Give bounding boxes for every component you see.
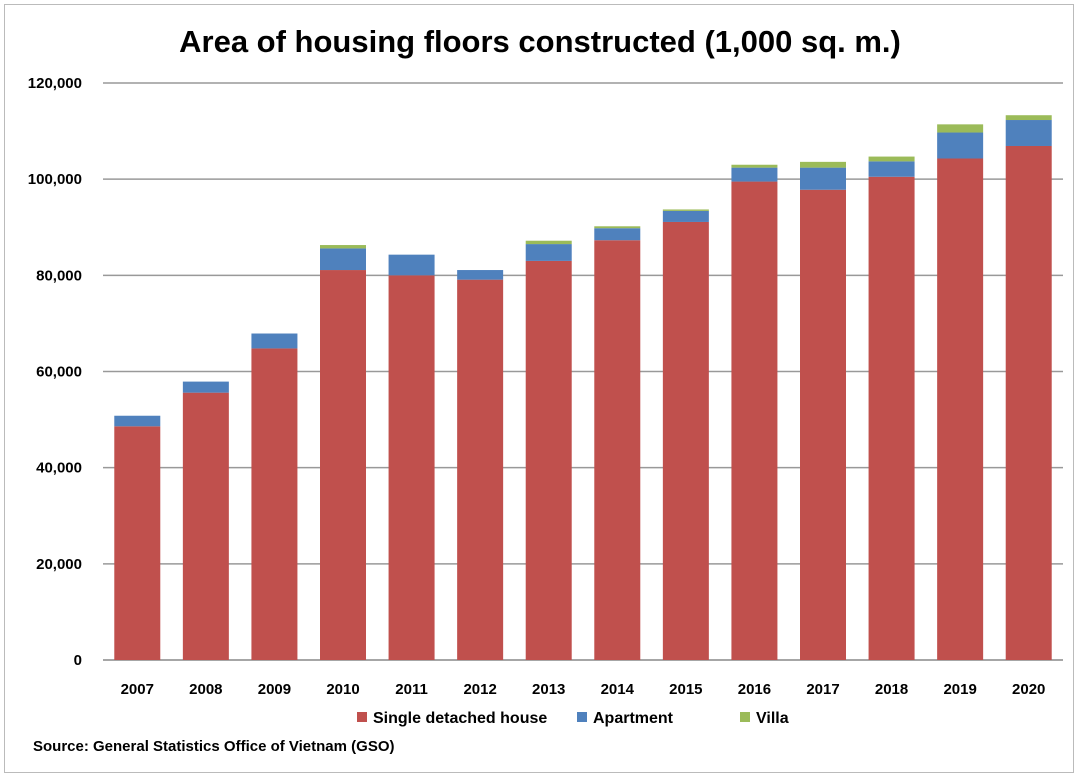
bar-single-detached-house	[731, 181, 778, 660]
bar-apartment	[114, 415, 161, 427]
bar-villa	[594, 226, 641, 229]
y-tick-label: 20,000	[36, 556, 82, 573]
x-tick-label: 2014	[601, 681, 635, 698]
bar-apartment	[1005, 120, 1052, 146]
x-tick-label: 2012	[463, 681, 496, 698]
x-tick-label: 2019	[943, 681, 976, 698]
bar-apartment	[594, 228, 641, 241]
bar-single-detached-house	[114, 426, 161, 660]
bar-single-detached-house	[594, 240, 641, 661]
chart-frame	[4, 4, 1074, 773]
bar-apartment	[320, 248, 366, 271]
x-tick-label: 2020	[1012, 681, 1045, 698]
legend-swatch	[357, 712, 367, 722]
bar-villa	[800, 161, 846, 168]
x-tick-label: 2015	[669, 681, 702, 698]
x-tick-label: 2009	[258, 681, 291, 698]
x-tick-label: 2017	[806, 681, 839, 698]
y-tick-label: 0	[74, 652, 82, 669]
x-tick-label: 2007	[121, 681, 154, 698]
bar-single-detached-house	[388, 275, 435, 660]
bar-single-detached-house	[182, 392, 229, 660]
legend-swatch	[740, 712, 750, 722]
bar-apartment	[388, 254, 435, 276]
bar-villa	[662, 209, 709, 211]
bar-single-detached-house	[1005, 145, 1052, 661]
x-tick-label: 2010	[326, 681, 359, 698]
bar-single-detached-house	[525, 260, 572, 660]
bar-apartment	[525, 244, 572, 261]
bar-single-detached-house	[662, 221, 709, 661]
y-tick-label: 80,000	[36, 267, 82, 284]
y-tick-label: 40,000	[36, 460, 82, 477]
bar-apartment	[251, 333, 298, 349]
bar-single-detached-house	[320, 270, 366, 660]
x-tick-label: 2018	[875, 681, 908, 698]
bar-single-detached-house	[457, 279, 504, 660]
legend-label: Villa	[756, 710, 789, 727]
y-tick-label: 100,000	[28, 171, 82, 188]
bar-apartment	[800, 167, 846, 190]
x-tick-label: 2008	[189, 681, 222, 698]
bar-apartment	[182, 381, 229, 393]
legend-label: Apartment	[593, 710, 674, 727]
legend-label: Single detached house	[373, 710, 547, 727]
x-tick-label: 2016	[738, 681, 771, 698]
bar-apartment	[457, 270, 504, 280]
x-tick-label: 2011	[395, 681, 428, 698]
bar-villa	[1005, 115, 1052, 121]
bar-single-detached-house	[800, 189, 846, 660]
bar-apartment	[868, 161, 915, 177]
bar-single-detached-house	[937, 158, 984, 660]
y-tick-label: 60,000	[36, 364, 82, 381]
bar-villa	[868, 156, 915, 162]
y-tick-label: 120,000	[28, 75, 82, 92]
bar-single-detached-house	[251, 348, 298, 660]
legend-swatch	[577, 712, 587, 722]
bar-villa	[731, 164, 778, 168]
bar-apartment	[937, 132, 984, 159]
bar-single-detached-house	[868, 176, 915, 660]
x-tick-label: 2013	[532, 681, 565, 698]
bar-villa	[525, 240, 572, 245]
bar-apartment	[731, 167, 778, 182]
source-note: Source: General Statistics Office of Vie…	[33, 738, 395, 755]
chart-title: Area of housing floors constructed (1,00…	[179, 24, 901, 59]
bar-apartment	[662, 210, 709, 222]
bar-villa	[937, 124, 984, 133]
bar-villa	[320, 245, 366, 249]
